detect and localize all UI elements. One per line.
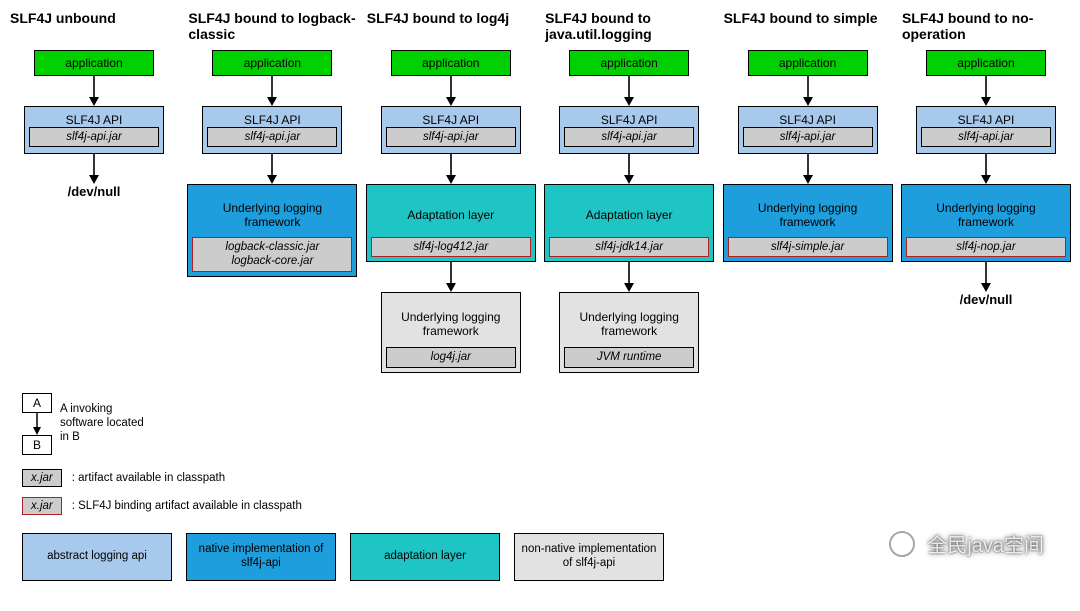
arrow-icon: [265, 154, 279, 184]
column-title: SLF4J unbound: [10, 10, 178, 44]
legend-jar-plain: x.jar : artifact available in classpath: [22, 469, 1070, 487]
implementation-box: Underlying logging frameworkslf4j-simple…: [723, 184, 893, 262]
implementation-jar: logback-classic.jar logback-core.jar: [192, 237, 352, 272]
implementation-label: Adaptation layer: [401, 193, 500, 237]
slf4j-api-box: SLF4J APIslf4j-api.jar: [559, 106, 699, 154]
arrow-icon: [265, 76, 279, 106]
column-title: SLF4J bound to no-operation: [902, 10, 1070, 44]
legend-invoking-text: A invoking software located in B: [60, 403, 144, 444]
application-box: application: [748, 50, 868, 76]
arrow-icon: [31, 413, 43, 435]
legend-jar-red: x.jar : SLF4J binding artifact available…: [22, 497, 1070, 515]
legend-color-box: adaptation layer: [350, 533, 500, 581]
implementation-jar: slf4j-jdk14.jar: [549, 237, 709, 257]
arrow-icon: [979, 76, 993, 106]
column-title: SLF4J bound to log4j: [367, 10, 535, 44]
implementation-box: Underlying logging frameworklogback-clas…: [187, 184, 357, 277]
application-box: application: [212, 50, 332, 76]
arrow-icon: [87, 76, 101, 106]
api-label: SLF4J API: [66, 113, 123, 127]
application-box: application: [569, 50, 689, 76]
underlying-label: Underlying logging framework: [560, 301, 698, 347]
underlying-box: Underlying logging frameworkJVM runtime: [559, 292, 699, 372]
implementation-box: Adaptation layerslf4j-jdk14.jar: [544, 184, 714, 262]
arrow-icon: [801, 76, 815, 106]
application-box: application: [926, 50, 1046, 76]
arrow-icon: [622, 262, 636, 292]
diagram-columns: SLF4J unboundapplicationSLF4J APIslf4j-a…: [10, 10, 1070, 373]
column-4: SLF4J bound to simple application SLF4J AP…: [724, 10, 892, 373]
column-title: SLF4J bound to simple: [724, 10, 892, 44]
implementation-box: Underlying logging frameworkslf4j-nop.ja…: [901, 184, 1071, 262]
column-title: SLF4J bound to java.util.logging: [545, 10, 713, 44]
arrow-icon: [979, 154, 993, 184]
legend-a-box: A: [22, 393, 52, 413]
api-jar: slf4j-api.jar: [743, 127, 873, 147]
arrow-icon: [444, 262, 458, 292]
api-jar: slf4j-api.jar: [207, 127, 337, 147]
underlying-jar: log4j.jar: [386, 347, 516, 367]
legend-jar-red-box: x.jar: [22, 497, 62, 515]
column-3: SLF4J bound to java.util.logging applicat…: [545, 10, 713, 373]
arrow-icon: [444, 76, 458, 106]
legend-jar-red-desc: : SLF4J binding artifact available in cl…: [72, 500, 302, 512]
underlying-box: Underlying logging frameworklog4j.jar: [381, 292, 521, 372]
legend-color-row: abstract logging api native implementatio…: [22, 533, 1070, 581]
terminal-devnull: /dev/null: [68, 184, 121, 199]
slf4j-api-box: SLF4J APIslf4j-api.jar: [738, 106, 878, 154]
implementation-jar: slf4j-simple.jar: [728, 237, 888, 257]
underlying-label: Underlying logging framework: [382, 301, 520, 347]
implementation-jar: slf4j-nop.jar: [906, 237, 1066, 257]
implementation-label: Underlying logging framework: [724, 193, 892, 237]
arrow-icon: [979, 262, 993, 292]
implementation-label: Adaptation layer: [580, 193, 679, 237]
arrow-icon: [622, 76, 636, 106]
api-label: SLF4J API: [422, 113, 479, 127]
implementation-box: Adaptation layerslf4j-log412.jar: [366, 184, 536, 262]
implementation-label: Underlying logging framework: [188, 193, 356, 237]
api-label: SLF4J API: [779, 113, 836, 127]
column-0: SLF4J unbound application SLF4J APIslf4j-a…: [10, 10, 178, 373]
legend-area: A B A invoking software located in B x.j…: [10, 393, 1070, 581]
legend-color-box: abstract logging api: [22, 533, 172, 581]
legend-color-box: non-native implementation of slf4j-api: [514, 533, 664, 581]
implementation-jar: slf4j-log412.jar: [371, 237, 531, 257]
implementation-label: Underlying logging framework: [902, 193, 1070, 237]
slf4j-api-box: SLF4J APIslf4j-api.jar: [202, 106, 342, 154]
column-5: SLF4J bound to no-operation application SL…: [902, 10, 1070, 373]
api-jar: slf4j-api.jar: [921, 127, 1051, 147]
application-box: application: [391, 50, 511, 76]
column-title: SLF4J bound to logback-classic: [188, 10, 356, 44]
arrow-icon: [87, 154, 101, 184]
arrow-icon: [622, 154, 636, 184]
arrow-icon: [801, 154, 815, 184]
legend-jar-plain-desc: : artifact available in classpath: [72, 472, 225, 484]
api-jar: slf4j-api.jar: [386, 127, 516, 147]
api-jar: slf4j-api.jar: [564, 127, 694, 147]
column-1: SLF4J bound to logback-classic applicatio…: [188, 10, 356, 373]
terminal-devnull: /dev/null: [960, 292, 1013, 307]
legend-invoking: A B A invoking software located in B: [22, 393, 1070, 455]
api-jar: slf4j-api.jar: [29, 127, 159, 147]
legend-jar-plain-box: x.jar: [22, 469, 62, 487]
api-label: SLF4J API: [601, 113, 658, 127]
slf4j-api-box: SLF4J APIslf4j-api.jar: [381, 106, 521, 154]
legend-b-box: B: [22, 435, 52, 455]
column-2: SLF4J bound to log4j application SLF4J API…: [367, 10, 535, 373]
arrow-icon: [444, 154, 458, 184]
legend-color-box: native implementation of slf4j-api: [186, 533, 336, 581]
application-box: application: [34, 50, 154, 76]
api-label: SLF4J API: [958, 113, 1015, 127]
api-label: SLF4J API: [244, 113, 301, 127]
underlying-jar: JVM runtime: [564, 347, 694, 367]
slf4j-api-box: SLF4J APIslf4j-api.jar: [24, 106, 164, 154]
slf4j-api-box: SLF4J APIslf4j-api.jar: [916, 106, 1056, 154]
